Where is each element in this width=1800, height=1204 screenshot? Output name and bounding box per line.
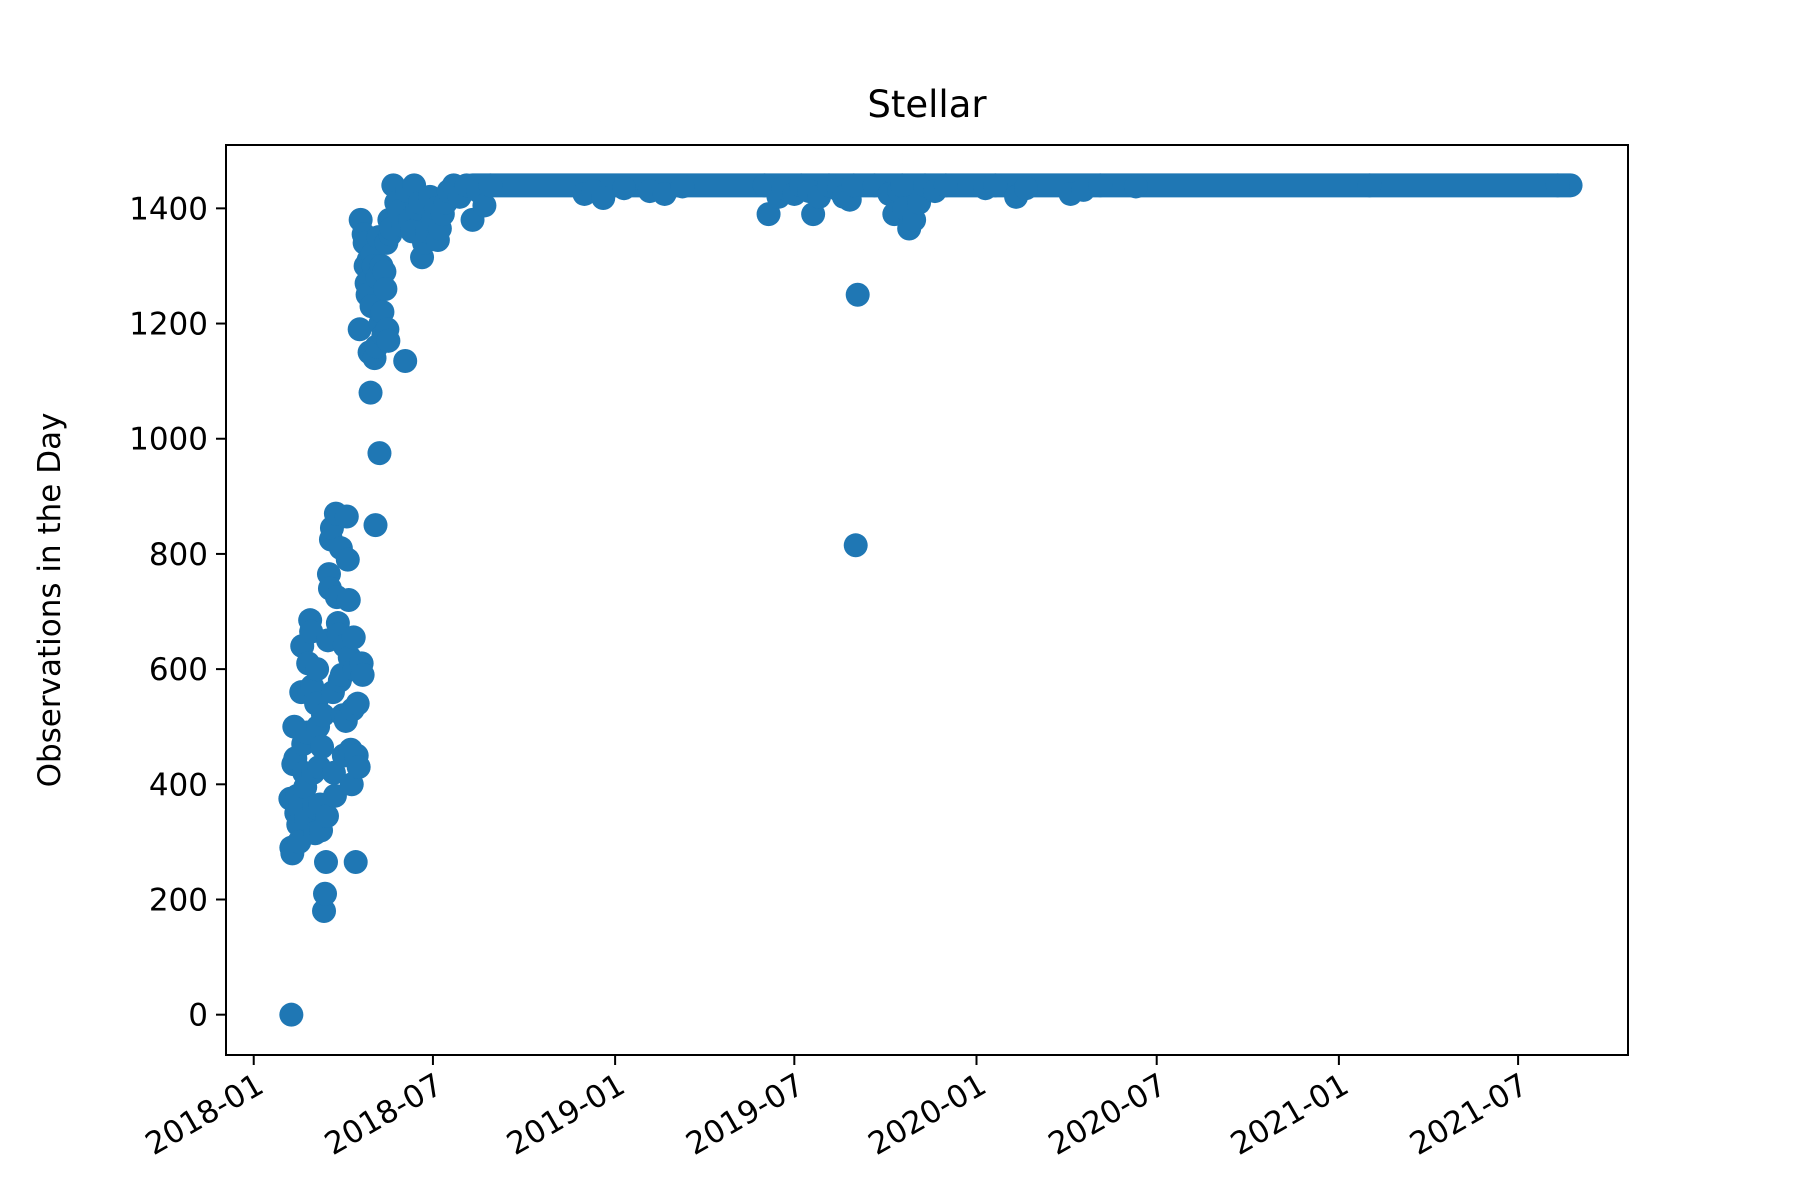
data-point bbox=[363, 513, 388, 538]
data-point bbox=[841, 173, 866, 198]
data-point bbox=[1088, 173, 1113, 198]
y-tick-label: 800 bbox=[149, 537, 208, 573]
data-point bbox=[1545, 173, 1570, 198]
data-point bbox=[983, 173, 1008, 198]
data-point bbox=[314, 850, 339, 875]
data-point bbox=[612, 176, 637, 201]
data-point bbox=[314, 803, 339, 828]
data-point bbox=[367, 441, 392, 466]
data-point bbox=[310, 734, 335, 759]
data-point bbox=[311, 703, 336, 728]
y-tick-label: 1400 bbox=[129, 191, 208, 227]
data-point bbox=[305, 657, 330, 682]
data-point bbox=[933, 173, 958, 198]
data-point bbox=[393, 348, 418, 373]
data-point bbox=[335, 547, 360, 572]
data-point bbox=[313, 881, 338, 906]
data-point bbox=[345, 691, 370, 716]
data-point bbox=[312, 899, 337, 924]
data-point bbox=[358, 380, 383, 405]
data-point bbox=[341, 625, 366, 650]
data-points bbox=[278, 173, 1583, 1027]
chart-title: Stellar bbox=[867, 83, 987, 126]
data-point bbox=[334, 504, 359, 529]
data-point bbox=[472, 193, 497, 218]
data-point bbox=[347, 317, 372, 342]
data-point bbox=[346, 755, 371, 780]
data-point bbox=[350, 662, 375, 687]
data-point bbox=[1357, 173, 1382, 198]
y-tick-label: 200 bbox=[149, 882, 208, 918]
y-tick-label: 600 bbox=[149, 652, 208, 688]
data-point bbox=[322, 783, 347, 808]
data-point bbox=[373, 276, 398, 301]
data-point bbox=[279, 1002, 304, 1027]
data-point bbox=[843, 533, 868, 558]
data-point bbox=[336, 588, 361, 612]
data-point bbox=[591, 185, 616, 210]
data-point bbox=[478, 173, 503, 198]
y-axis-label: Observations in the Day bbox=[32, 413, 68, 788]
data-point bbox=[845, 282, 870, 307]
data-point bbox=[1123, 174, 1148, 199]
y-tick-label: 1000 bbox=[129, 422, 208, 458]
data-point bbox=[372, 259, 397, 284]
data-point bbox=[670, 174, 695, 199]
data-point bbox=[890, 173, 915, 198]
y-axis: 0 200 400 600 800 1000 1200 1400 bbox=[129, 191, 226, 1034]
y-tick-label: 400 bbox=[149, 767, 208, 803]
data-point bbox=[343, 850, 368, 875]
y-tick-label: 0 bbox=[188, 998, 208, 1034]
data-point bbox=[1014, 176, 1039, 201]
y-tick-label: 1200 bbox=[129, 307, 208, 343]
data-point bbox=[376, 328, 401, 353]
plot-area-frame bbox=[225, 144, 1629, 1056]
